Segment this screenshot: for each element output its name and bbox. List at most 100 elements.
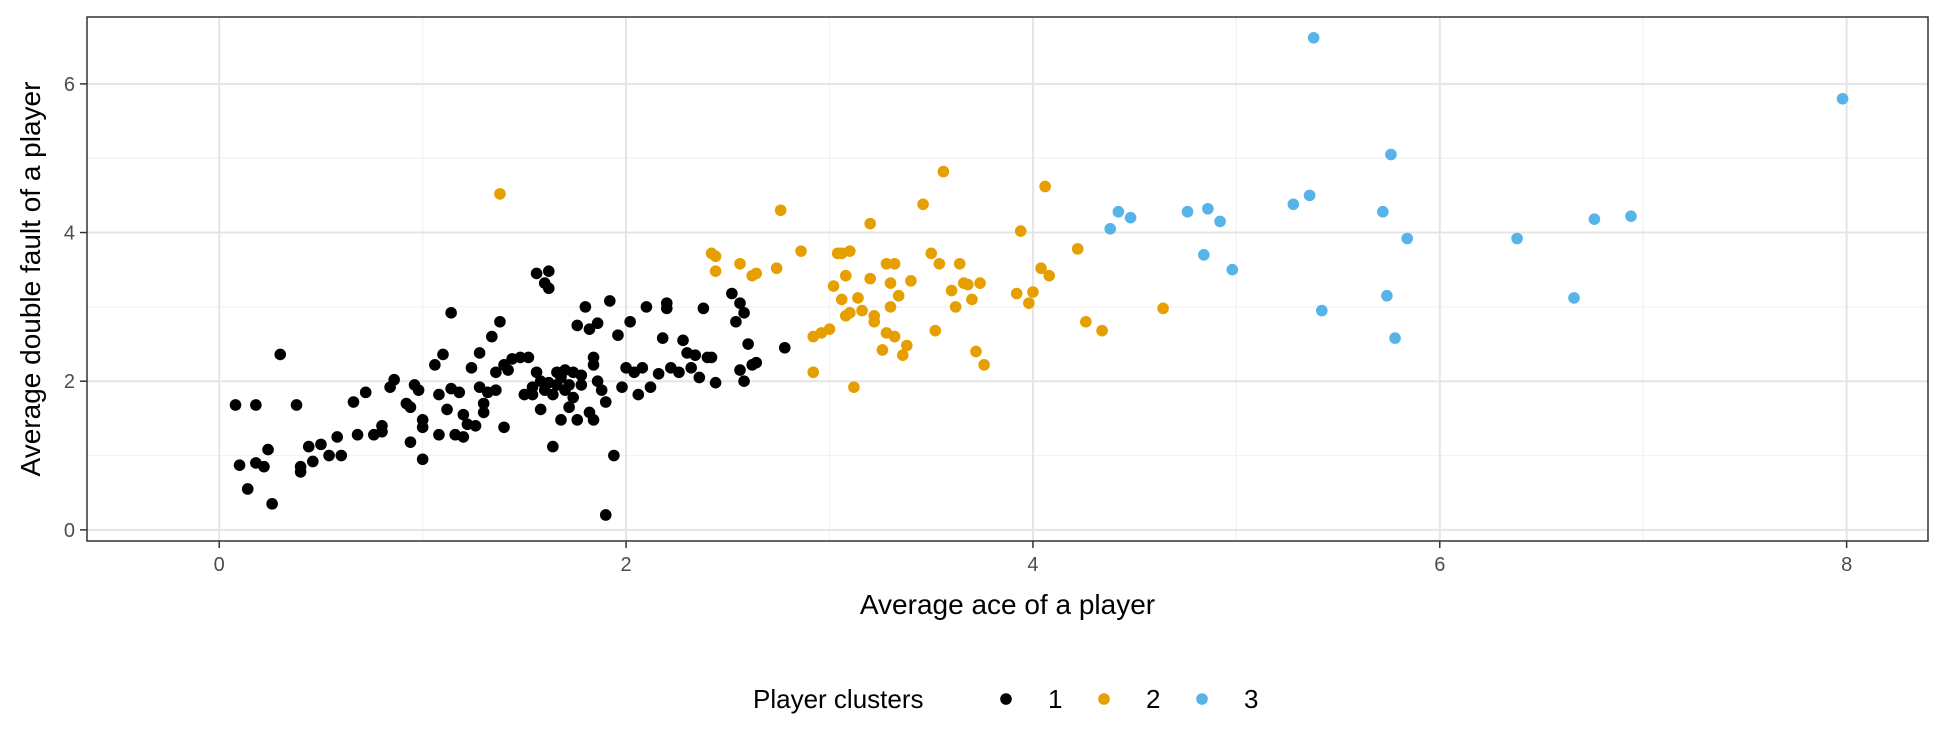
data-point-cluster-1	[530, 366, 543, 379]
data-point-cluster-1	[437, 348, 449, 361]
data-point-cluster-2	[933, 257, 946, 270]
x-tick-label: 6	[1434, 554, 1445, 576]
data-point-cluster-1	[477, 406, 490, 419]
data-point-cluster-1	[587, 414, 600, 426]
data-point-cluster-2	[1071, 243, 1084, 255]
data-point-cluster-1	[404, 436, 417, 448]
data-point-cluster-1	[498, 421, 510, 434]
data-point-cluster-2	[864, 272, 876, 285]
data-point-cluster-1	[486, 330, 498, 343]
data-point-cluster-1	[514, 351, 527, 364]
data-point-cluster-1	[673, 366, 685, 379]
data-point-cluster-3	[1181, 205, 1194, 218]
data-point-cluster-1	[547, 440, 559, 453]
data-point-cluster-2	[1096, 324, 1108, 337]
data-point-cluster-2	[494, 188, 506, 200]
data-point-cluster-2	[774, 204, 787, 217]
y-tick-label: 2	[64, 371, 75, 393]
data-point-cluster-1	[534, 403, 547, 416]
data-point-cluster-3	[1625, 210, 1637, 222]
data-point-cluster-1	[575, 369, 588, 382]
data-point-cluster-1	[490, 384, 502, 396]
data-point-cluster-1	[608, 449, 620, 462]
x-tick-label: 2	[621, 554, 632, 576]
data-point-cluster-1	[477, 397, 490, 410]
data-point-cluster-3	[1381, 289, 1393, 302]
data-point-cluster-1	[555, 414, 567, 426]
data-point-cluster-1	[599, 509, 612, 521]
data-point-cluster-1	[697, 302, 710, 315]
data-point-cluster-1	[258, 460, 270, 473]
data-point-cluster-1	[542, 282, 555, 295]
data-point-cluster-2	[844, 245, 856, 257]
data-point-cluster-2	[925, 247, 938, 260]
legend: Player clusters 1 2 3	[753, 684, 1258, 714]
data-point-cluster-1	[526, 388, 539, 401]
data-point-cluster-3	[1202, 202, 1214, 215]
data-point-cluster-1	[563, 401, 575, 414]
legend-title: Player clusters	[753, 684, 924, 714]
data-point-cluster-2	[876, 344, 889, 356]
data-point-cluster-3	[1307, 32, 1320, 44]
data-point-cluster-3	[1385, 148, 1397, 161]
data-point-cluster-1	[726, 287, 738, 300]
data-point-cluster-1	[469, 419, 482, 432]
data-point-cluster-2	[892, 289, 905, 302]
plot-panel-border	[86, 16, 1929, 542]
data-points	[229, 32, 1849, 521]
data-point-cluster-2	[868, 315, 881, 328]
data-point-cluster-2	[770, 262, 783, 275]
data-point-cluster-1	[689, 349, 702, 361]
data-point-cluster-2	[896, 349, 909, 361]
data-point-cluster-2	[823, 323, 836, 335]
data-point-cluster-1	[604, 295, 616, 307]
data-point-cluster-3	[1401, 232, 1414, 245]
data-point-cluster-1	[433, 388, 445, 401]
data-point-cluster-1	[416, 421, 429, 434]
data-point-cluster-1	[599, 396, 612, 408]
data-point-cluster-1	[660, 302, 673, 315]
data-point-cluster-2	[835, 293, 848, 306]
data-point-cluster-2	[1080, 315, 1092, 328]
data-point-cluster-2	[970, 345, 982, 358]
data-point-cluster-1	[429, 359, 441, 371]
data-point-cluster-2	[795, 245, 807, 257]
data-point-cluster-2	[962, 278, 974, 291]
data-point-cluster-1	[388, 373, 400, 386]
data-point-cluster-1	[412, 384, 425, 396]
legend-label-3: 3	[1244, 684, 1258, 714]
data-point-cluster-1	[453, 386, 466, 399]
data-point-cluster-1	[274, 348, 287, 361]
data-point-cluster-1	[591, 375, 604, 387]
data-point-cluster-1	[734, 364, 746, 376]
x-tick-label: 4	[1027, 554, 1038, 576]
data-point-cluster-2	[852, 292, 864, 304]
data-point-cluster-2	[1014, 225, 1027, 237]
data-point-cluster-3	[1287, 198, 1300, 211]
data-point-cluster-3	[1112, 205, 1125, 218]
data-point-cluster-1	[652, 367, 665, 380]
data-point-cluster-1	[262, 443, 274, 456]
data-point-cluster-3	[1214, 215, 1226, 228]
data-point-cluster-1	[290, 399, 303, 411]
data-point-cluster-1	[315, 438, 327, 451]
data-point-cluster-1	[307, 455, 319, 468]
data-point-cluster-2	[905, 275, 917, 287]
y-axis-title: Average double fault of a player	[15, 82, 46, 477]
data-point-cluster-1	[376, 425, 388, 438]
data-point-cluster-2	[1035, 262, 1047, 275]
data-point-cluster-1	[302, 440, 315, 453]
data-point-cluster-1	[778, 341, 791, 354]
data-point-cluster-1	[441, 403, 453, 416]
data-point-cluster-2	[929, 324, 942, 337]
data-point-cluster-1	[640, 301, 653, 313]
data-point-cluster-1	[612, 329, 624, 341]
data-point-cluster-2	[888, 330, 901, 343]
data-point-cluster-2	[1039, 180, 1051, 193]
data-point-cluster-1	[404, 401, 417, 414]
data-point-cluster-2	[937, 165, 950, 178]
data-point-cluster-2	[844, 307, 856, 319]
data-point-cluster-3	[1588, 213, 1601, 225]
data-point-cluster-1	[656, 332, 669, 344]
data-point-cluster-1	[750, 356, 763, 369]
